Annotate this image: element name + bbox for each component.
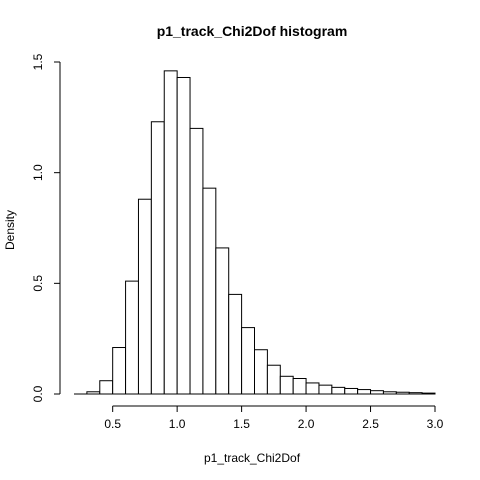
y-tick-label: 0.5 — [31, 275, 45, 292]
x-axis: 0.5 1.0 1.5 2.0 2.5 3.0 — [104, 405, 444, 431]
histogram-bar — [344, 387, 359, 395]
y-tick-label: 0.0 — [31, 385, 45, 402]
histogram-bar — [305, 382, 320, 395]
y-axis-label: Density — [3, 210, 17, 250]
histogram-bar — [150, 121, 165, 395]
histogram-bar — [125, 280, 139, 395]
histogram-bar — [357, 389, 372, 395]
x-tick-label: 2.0 — [298, 417, 315, 431]
histogram-bar — [189, 127, 204, 395]
x-tick-label: 3.0 — [427, 417, 444, 431]
histogram-bar — [331, 386, 346, 395]
y-tick-label: 1.5 — [31, 53, 45, 70]
histogram-bar — [241, 327, 256, 395]
x-tick-label: 2.5 — [362, 417, 379, 431]
histogram-bar — [112, 347, 127, 395]
x-tick-label: 1.5 — [233, 417, 250, 431]
histogram-bar — [266, 364, 281, 395]
histogram-bar — [137, 198, 152, 395]
histogram-bar — [228, 293, 243, 395]
histogram-bar — [99, 380, 114, 395]
y-axis: 0.0 0.5 1.0 1.5 — [31, 53, 61, 402]
histogram-bar — [163, 70, 178, 395]
histogram-bar — [279, 375, 294, 395]
histogram-bar — [318, 384, 333, 395]
x-tick-label: 0.5 — [104, 417, 121, 431]
histogram-bar — [202, 187, 217, 395]
histogram-bar — [292, 378, 307, 395]
bars-group — [74, 70, 436, 395]
histogram-bar — [176, 76, 191, 395]
histogram-bar — [215, 247, 230, 395]
chart-title: p1_track_Chi2Dof histogram — [157, 23, 348, 39]
y-tick-label: 1.0 — [31, 164, 45, 181]
x-axis-label: p1_track_Chi2Dof — [204, 451, 301, 465]
x-tick-label: 1.0 — [169, 417, 186, 431]
histogram-bar — [254, 349, 268, 395]
